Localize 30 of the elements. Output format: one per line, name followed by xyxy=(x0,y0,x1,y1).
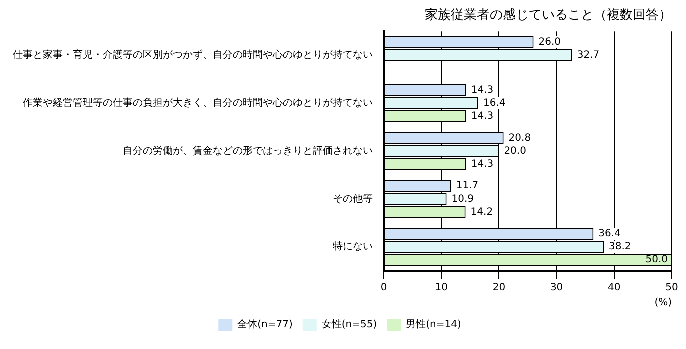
x-tick-label: 0 xyxy=(380,282,388,294)
legend-label: 男性(n=14) xyxy=(406,318,462,331)
x-tick-label: 50 xyxy=(666,282,678,294)
data-label: 20.0 xyxy=(504,146,526,157)
data-label: 20.8 xyxy=(508,132,532,144)
data-label: 11.7 xyxy=(456,180,479,192)
y-tick-label: 自分の労働が、賃金などの形ではっきりと評価されない xyxy=(123,144,373,157)
legend-label: 女性(n=55) xyxy=(322,318,378,331)
data-label: 14.3 xyxy=(471,158,494,170)
data-label: 14.3 xyxy=(471,84,494,96)
y-tick-label: その他等 xyxy=(333,192,373,205)
data-label: 32.7 xyxy=(577,50,600,62)
x-tick-label: 10 xyxy=(435,282,448,294)
y-tick-label: 仕事と家事・育児・介護等の区別がつかず、自分の時間や心のゆとりが持てない xyxy=(13,49,373,62)
data-label: 16.4 xyxy=(483,98,506,110)
data-label: 14.2 xyxy=(470,206,494,218)
y-tick-label: 特にない xyxy=(333,240,373,253)
data-label: 50.0 xyxy=(646,254,668,266)
legend-label: 全体(n=77) xyxy=(238,318,293,331)
data-label: 36.4 xyxy=(598,228,621,240)
x-tick-label: 20 xyxy=(492,282,506,294)
data-label: 26.0 xyxy=(538,37,562,48)
data-label: 38.2 xyxy=(609,242,632,253)
chart-title: 家族従業者の感じていること（複数回答） xyxy=(425,7,672,24)
data-label: 10.9 xyxy=(452,194,474,205)
x-axis-title: (%) xyxy=(654,298,672,309)
x-tick-label: 30 xyxy=(550,282,564,294)
y-tick-label: 作業や経営管理等の仕事の負担が大きく、自分の時間や心のゆとりが持てない xyxy=(22,97,373,110)
data-label: 14.3 xyxy=(471,111,494,122)
x-tick-label: 40 xyxy=(608,282,621,294)
